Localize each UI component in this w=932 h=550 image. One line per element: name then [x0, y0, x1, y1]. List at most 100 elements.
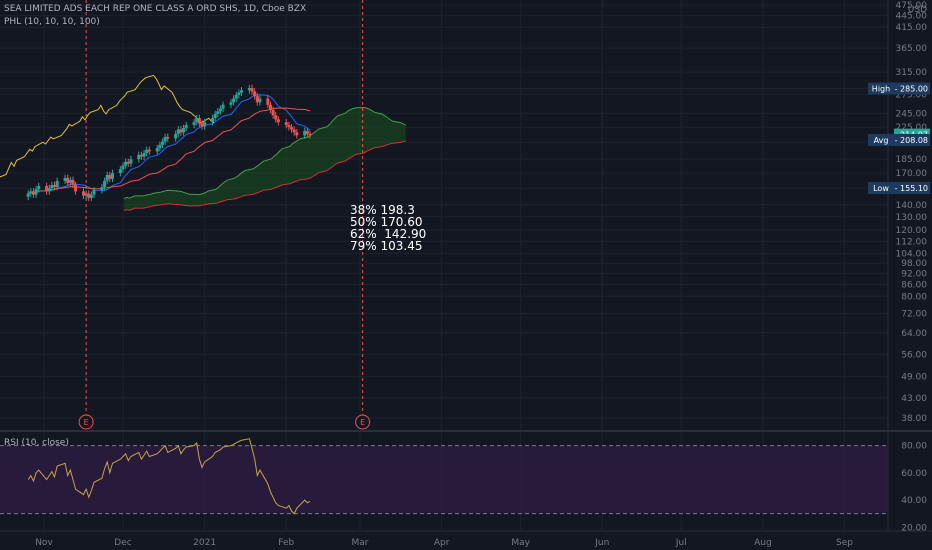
candle-body — [47, 188, 51, 192]
earnings-icon — [355, 414, 371, 430]
candle-body — [308, 133, 312, 136]
candle-body — [37, 186, 41, 190]
candle-body — [100, 187, 104, 191]
rsi-tick-label: 60.00 — [901, 469, 927, 479]
price-tick-label: 64.00 — [901, 329, 927, 339]
rsi-tick-label: 40.00 — [901, 496, 927, 506]
lagging-span — [0, 74, 215, 178]
candle-body — [155, 148, 159, 152]
high-badge-label-bg — [868, 82, 894, 95]
time-tick-label: Feb — [278, 538, 294, 548]
low-badge-label: Low — [873, 184, 889, 193]
high-badge: High - 285.00 — [868, 82, 930, 95]
candle-body — [63, 177, 67, 181]
candle-body — [26, 193, 30, 197]
candle-body — [284, 122, 288, 126]
time-tick-label: 2021 — [193, 538, 216, 548]
candle-body — [50, 184, 54, 189]
price-tick-label: 72.00 — [901, 309, 927, 319]
rsi-legend: RSI (10, close) — [4, 438, 69, 448]
candle-body — [303, 130, 307, 136]
ichimoku-cloud — [123, 106, 407, 212]
candle-body — [158, 144, 162, 149]
time-tick-label: Aug — [754, 538, 772, 548]
candle-body — [182, 127, 186, 133]
candle-body — [250, 87, 254, 92]
candle-body — [232, 98, 236, 103]
candle-body — [287, 125, 291, 128]
high-badge-value-bg — [894, 82, 930, 95]
candle-body — [166, 136, 170, 139]
avg-badge-value-bg — [894, 133, 930, 146]
price-tick-label: 275.00 — [896, 90, 928, 100]
time-tick-label: Sep — [836, 538, 853, 548]
price-tick-label: 43.00 — [901, 394, 927, 404]
price-tick-label: 315.00 — [896, 68, 928, 78]
candle-body — [258, 98, 262, 103]
candle-body — [110, 173, 114, 179]
price-tick-label: 130.00 — [896, 213, 928, 223]
currency-label: USD — [908, 5, 927, 15]
candle-body — [55, 180, 59, 188]
low-badge: Low - 155.10 — [868, 182, 930, 195]
candle-body — [221, 104, 225, 109]
time-axis[interactable]: Nov Dec 2021 Feb Mar Apr May Jun Jul Aug Sep — [35, 538, 853, 548]
price-tick-label: 80.00 — [901, 292, 927, 302]
candle-body — [66, 177, 70, 183]
rsi-tick-label: 80.00 — [901, 442, 927, 452]
candle-body — [271, 109, 275, 116]
time-tick-label: Dec — [114, 538, 131, 548]
price-tick-label: 120.00 — [896, 226, 928, 236]
candle-body — [108, 174, 112, 179]
candle-body — [295, 132, 299, 136]
price-tick-label: 86.00 — [901, 280, 927, 290]
fib-level-79: 79% 103.45 — [350, 239, 423, 253]
chart-title: SEA LIMITED ADS EACH REP ONE CLASS A ORD… — [4, 4, 307, 14]
candle-body — [176, 129, 180, 134]
candle-body — [200, 123, 204, 127]
candle-body — [89, 194, 93, 198]
candle-body — [213, 113, 217, 118]
candle-body — [247, 87, 251, 91]
candle-body — [197, 117, 201, 124]
rsi-line — [27, 438, 311, 515]
candle-body — [266, 98, 270, 105]
price-tick-label: 170.00 — [896, 169, 928, 179]
low-badge-label-bg — [868, 182, 894, 195]
rsi-line-group — [27, 438, 311, 515]
price-tick-label: 92.00 — [901, 269, 927, 279]
candle-body — [305, 130, 309, 134]
time-tick-label: Apr — [434, 538, 450, 548]
candle-body — [268, 104, 272, 110]
high-badge-value: - 285.00 — [895, 85, 928, 94]
candle-body — [161, 141, 164, 145]
price-tick-label: 140.00 — [896, 201, 928, 211]
candle-body — [253, 91, 257, 97]
candle-body — [179, 129, 183, 133]
rsi-band — [0, 445, 888, 515]
price-tick-label: 98.00 — [901, 259, 927, 269]
price-tick-label: 104.00 — [896, 249, 928, 259]
leading-span-a — [123, 106, 407, 199]
candle-body — [203, 122, 207, 127]
candle-body — [211, 117, 215, 123]
rsi-band-fill — [0, 445, 888, 514]
candle-body — [184, 125, 188, 128]
rsi-tick-label: 20.00 — [901, 523, 927, 533]
fib-level-62: 62% 142.90 — [350, 227, 427, 241]
price-tick-label: 185.00 — [896, 155, 928, 165]
avg-badge-label-bg — [868, 133, 894, 146]
candle-body — [92, 190, 96, 195]
fib-level-50: 50% 170.60 — [350, 215, 423, 229]
candle-body — [139, 154, 143, 157]
price-tick-label: 112.00 — [896, 237, 928, 247]
price-tick-label: 475.00 — [896, 1, 928, 11]
candle-body — [142, 153, 146, 157]
high-badge-label: High — [872, 85, 890, 94]
candle-body — [218, 108, 222, 112]
price-tick-label: 56.00 — [901, 351, 927, 361]
candle-body — [276, 119, 280, 123]
